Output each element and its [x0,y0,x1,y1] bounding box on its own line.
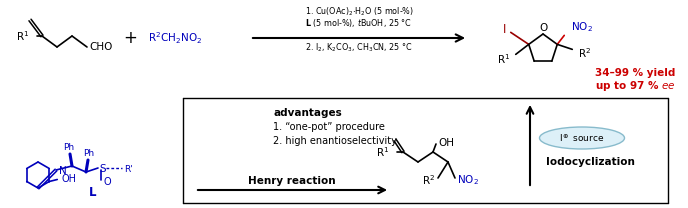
Text: OH: OH [438,138,454,148]
Text: 2. high enantioselectivity: 2. high enantioselectivity [273,136,397,146]
Text: R$^1$: R$^1$ [497,52,510,66]
Text: R$^1$: R$^1$ [376,145,389,159]
Text: NO$_2$: NO$_2$ [457,173,479,187]
Ellipse shape [539,127,625,149]
Text: Ph: Ph [83,150,94,158]
Text: +: + [123,29,137,47]
Text: O: O [539,23,547,33]
Text: O: O [103,177,111,187]
Text: OH: OH [61,175,76,184]
Text: I: I [504,23,507,36]
Text: R$^1$: R$^1$ [16,29,29,43]
Text: 1. “one-pot” procedure: 1. “one-pot” procedure [273,122,385,132]
Text: advantages: advantages [273,108,342,118]
Text: 2. I$_2$, K$_2$CO$_3$, CH$_3$CN, 25 °C: 2. I$_2$, K$_2$CO$_3$, CH$_3$CN, 25 °C [305,42,413,54]
Text: CHO: CHO [89,42,112,52]
Text: Ph: Ph [63,144,74,152]
Text: Iodocyclization: Iodocyclization [546,157,634,167]
Text: R$^2$: R$^2$ [579,46,592,60]
Text: up to 97 % $ee$: up to 97 % $ee$ [594,79,675,93]
Text: 34–99 % yield: 34–99 % yield [595,68,675,78]
Text: NO$_2$: NO$_2$ [571,20,593,34]
Text: N: N [59,166,67,176]
Text: L: L [89,187,97,199]
Text: R$^2$CH$_2$NO$_2$: R$^2$CH$_2$NO$_2$ [148,30,202,46]
Text: 1. Cu(OAc)$_2$$\cdot$H$_2$O (5 mol-%): 1. Cu(OAc)$_2$$\cdot$H$_2$O (5 mol-%) [305,6,413,18]
Text: Henry reaction: Henry reaction [248,176,336,186]
Text: R$^2$: R$^2$ [422,173,435,187]
Text: R': R' [124,165,133,173]
Text: $\mathbf{L}$ (5 mol-%), $t$BuOH, 25 °C: $\mathbf{L}$ (5 mol-%), $t$BuOH, 25 °C [305,17,413,29]
Text: S: S [99,164,106,174]
Text: I$^\oplus$ source: I$^\oplus$ source [559,132,605,144]
